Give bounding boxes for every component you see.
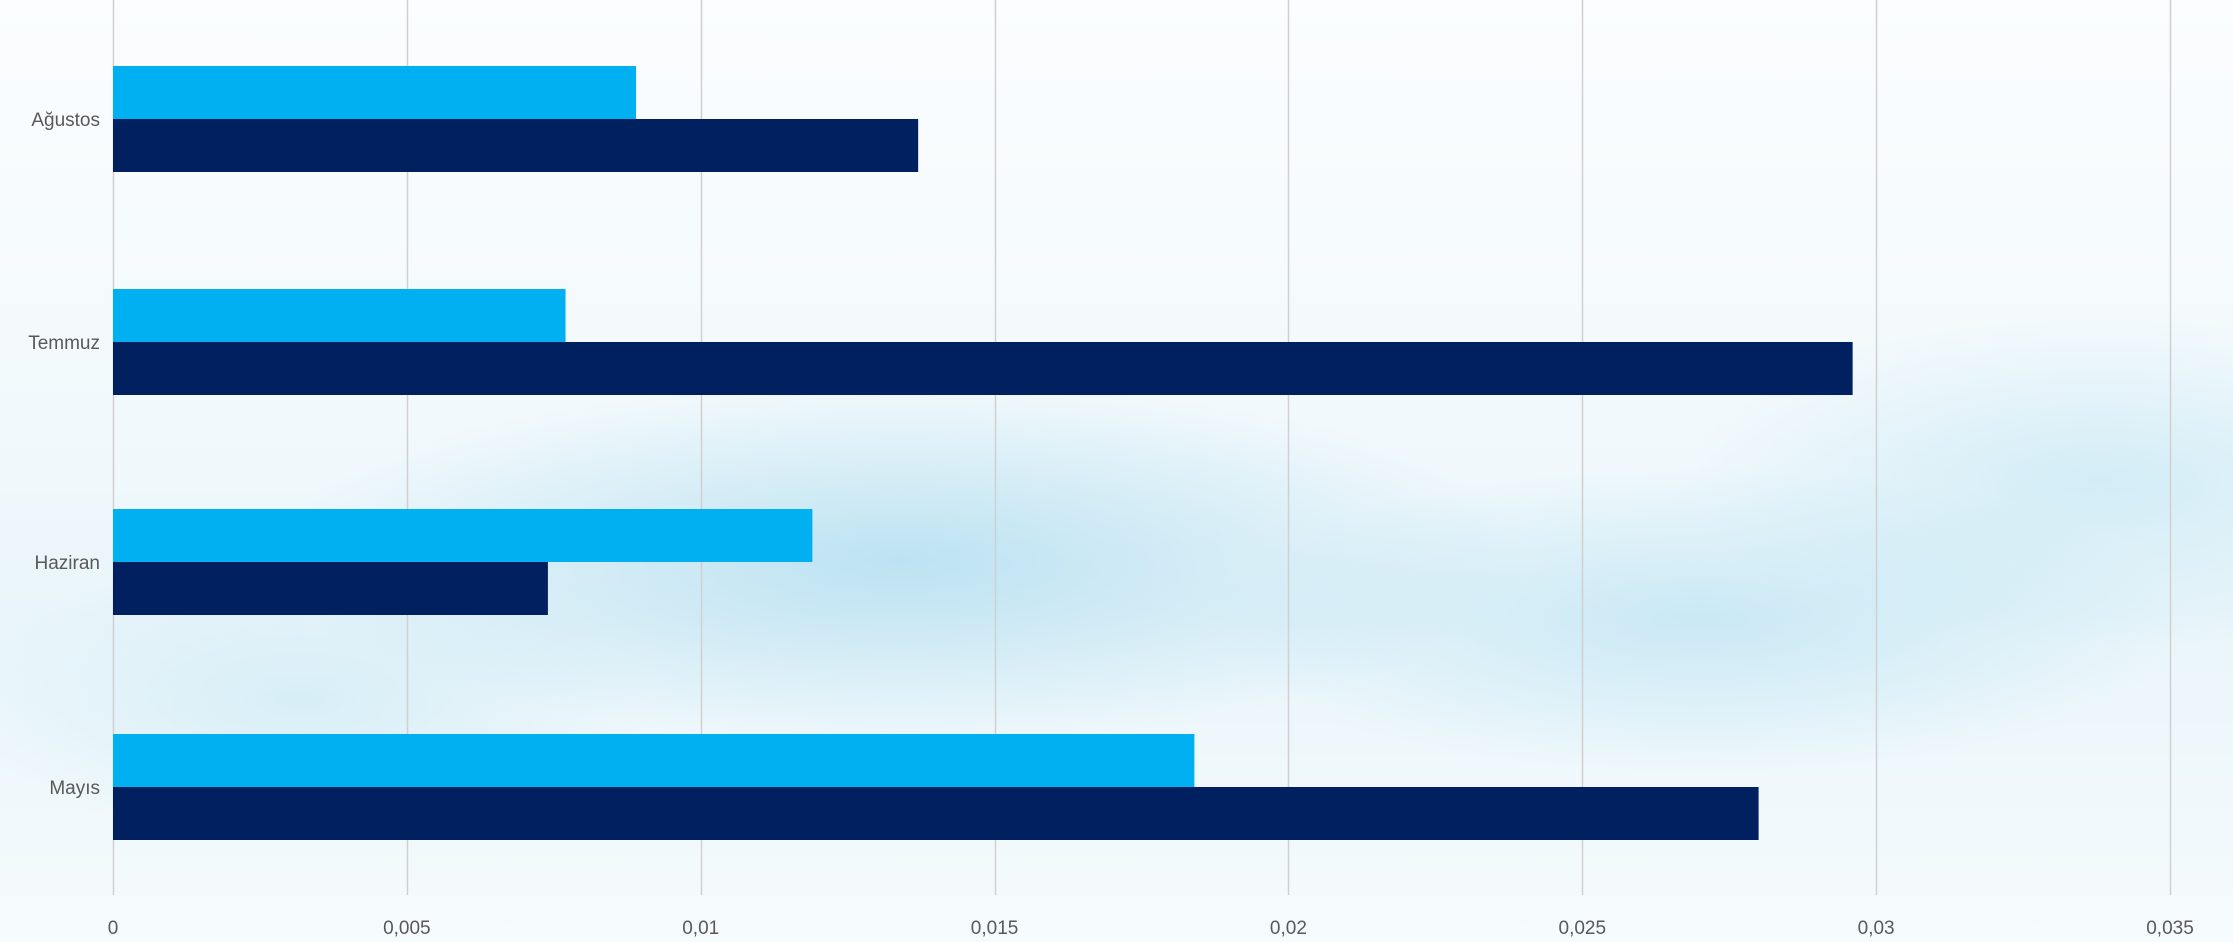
bar — [113, 289, 566, 342]
bar — [113, 787, 1759, 840]
x-tick-label: 0,015 — [971, 918, 1019, 939]
x-tick-label: 0,025 — [1559, 918, 1607, 939]
bars — [113, 66, 1853, 840]
bar — [113, 119, 919, 172]
x-tick-label: 0,01 — [682, 918, 719, 939]
x-tick-label: 0,03 — [1858, 918, 1895, 939]
category-label: Mayıs — [49, 778, 100, 799]
category-label: Temmuz — [28, 333, 100, 354]
x-tick-labels: 0 0,005 0,01 0,015 0,02 0,025 0,03 0,035 — [108, 918, 2194, 939]
x-tick-label: 0 — [108, 918, 119, 939]
x-tick-label: 0,005 — [383, 918, 431, 939]
bar — [113, 509, 813, 562]
x-tick-label: 0,02 — [1270, 918, 1307, 939]
bar — [113, 562, 548, 615]
bar — [113, 66, 637, 119]
category-label: Haziran — [35, 553, 100, 574]
category-label: Ağustos — [31, 110, 100, 131]
bar — [113, 342, 1853, 395]
bar — [113, 734, 1195, 787]
x-tick-label: 0,035 — [2146, 918, 2194, 939]
category-labels: Mayıs Haziran Temmuz Ağustos — [28, 110, 100, 799]
